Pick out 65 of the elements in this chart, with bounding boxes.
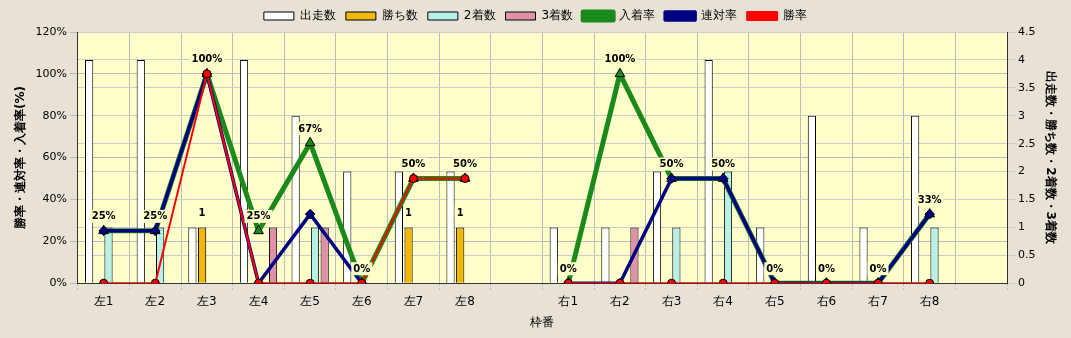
data-label: 25% [143,210,168,222]
y2-tick-label: 2 [1018,164,1026,178]
x-tick-label: 左5 [300,293,320,308]
data-label: 50% [711,158,736,170]
x-axis-title: 枠番 [529,314,555,329]
data-label: 67% [298,122,323,134]
data-label: 0% [869,262,887,274]
x-tick-label: 左7 [403,293,424,308]
data-label: 100% [191,53,223,65]
y2-tick-label: 3.5 [1018,80,1036,94]
x-tick-label: 右3 [661,293,682,308]
y-tick-label: 60% [42,150,67,164]
y2-tick-label: 1.5 [1018,192,1036,206]
x-tick-label: 右6 [816,293,837,308]
data-label: 0% [559,262,577,274]
point [253,224,264,235]
data-label: 1 [405,206,413,218]
data-label: 0% [766,262,784,274]
x-tick-label: 左1 [93,293,114,308]
data-label: 0% [353,262,371,274]
legend-label: 出走数 [299,8,336,23]
y-tick-label: 120% [35,24,67,38]
data-label: 33% [917,193,942,205]
y-tick-label: 100% [35,66,67,80]
y-tick-label: 20% [42,234,67,248]
x-tick-label: 左3 [197,293,217,308]
y2-tick-label: 1 [1018,220,1026,234]
data-label: 0% [817,262,835,274]
y2-tick-label: 2.5 [1018,136,1036,150]
x-tick-label: 左8 [455,293,475,308]
data-label: 50% [401,158,426,170]
data-label: 1 [456,206,464,218]
legend-label: 入着率 [619,8,656,23]
x-tick-label: 右4 [713,293,733,308]
x-tick-label: 右7 [868,293,888,308]
y2-tick-label: 4.5 [1018,24,1036,38]
data-label: 100% [604,53,636,65]
y2-tick-label: 0 [1018,276,1026,290]
legend-label: 勝率 [783,8,808,23]
data-label: 1 [198,206,206,218]
y-axis-title: 勝率・連対率・入着率(%) [13,86,28,231]
y2-tick-label: 3 [1018,108,1026,122]
y-tick-label: 40% [42,192,67,206]
x-tick-label: 左2 [145,293,166,308]
point [304,208,316,220]
data-label: 50% [453,158,478,170]
y2-tick-label: 4 [1018,52,1026,66]
x-tick-label: 右1 [558,293,579,308]
legend-label: 連対率 [701,8,738,23]
data-label: 50% [659,158,684,170]
data-label: 25% [246,210,271,222]
data-label: 25% [91,210,116,222]
legend-label: 3着数 [541,8,574,23]
point [304,136,316,147]
x-tick-label: 右2 [610,293,630,308]
x-tick-label: 左4 [248,293,269,308]
legend-label: 勝ち数 [381,8,418,23]
y-tick-label: 80% [42,108,67,122]
y2-tick-label: 0.5 [1018,248,1036,262]
y2-axis-title: 出走数・勝ち数・2着数・3着数 [1043,71,1058,245]
legend-label: 2着数 [463,8,496,23]
x-tick-label: 左6 [351,293,372,308]
x-tick-label: 右8 [919,293,940,308]
x-tick-label: 右5 [764,293,785,308]
y-tick-label: 0% [49,276,67,290]
